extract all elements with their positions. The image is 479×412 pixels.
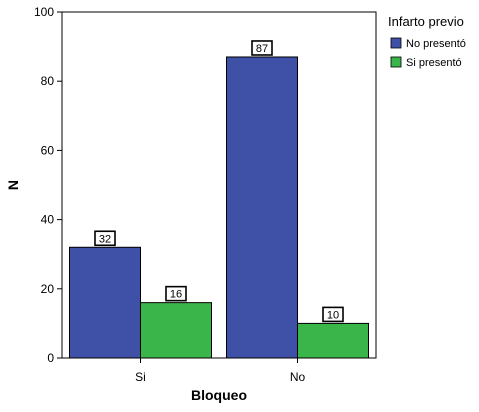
legend-swatch-no-presento (390, 37, 402, 49)
legend-label-no-presento: No presentó (406, 38, 466, 50)
legend-swatch-si-presento (390, 56, 402, 68)
data-label-box-si-si-presento (165, 285, 187, 302)
legend: Infarto previo No presentó Si presentó (388, 14, 466, 69)
data-label-no-si-presento: 10 (327, 309, 339, 321)
y-tick-label-100: 100 (34, 5, 54, 19)
y-axis-title: N (5, 180, 21, 190)
bar-no-no-presento (226, 56, 298, 359)
bar-si-si-presento (140, 302, 212, 359)
y-tick-label-80: 80 (41, 74, 55, 88)
y-axis: 0 20 40 60 80 100 (34, 5, 62, 365)
x-tick-label-no: No (290, 370, 306, 384)
x-tick-label-si: Si (135, 370, 146, 384)
data-label-si-no-presento: 32 (99, 233, 111, 245)
y-tick-label-20: 20 (41, 282, 55, 296)
bar-no-si-presento (297, 322, 369, 359)
data-label-no-no-presento: 87 (256, 43, 268, 55)
x-axis-title: Bloqueo (191, 387, 247, 403)
data-label-si-si-presento: 16 (170, 289, 182, 301)
legend-label-si-presento: Si presentó (406, 57, 462, 69)
legend-title: Infarto previo (388, 14, 464, 29)
data-label-box-no-no-presento (251, 40, 273, 56)
bar-si-no-presento (69, 246, 141, 359)
x-axis: Si No (135, 358, 305, 384)
data-label-box-no-si-presento (322, 306, 344, 323)
y-tick-label-60: 60 (41, 143, 55, 157)
data-labels-layer: 32 16 87 10 (94, 40, 344, 323)
bars-layer (69, 56, 369, 359)
y-tick-label-0: 0 (47, 351, 54, 365)
data-label-box-si-no-presento (94, 230, 116, 247)
y-tick-label-40: 40 (41, 213, 55, 227)
